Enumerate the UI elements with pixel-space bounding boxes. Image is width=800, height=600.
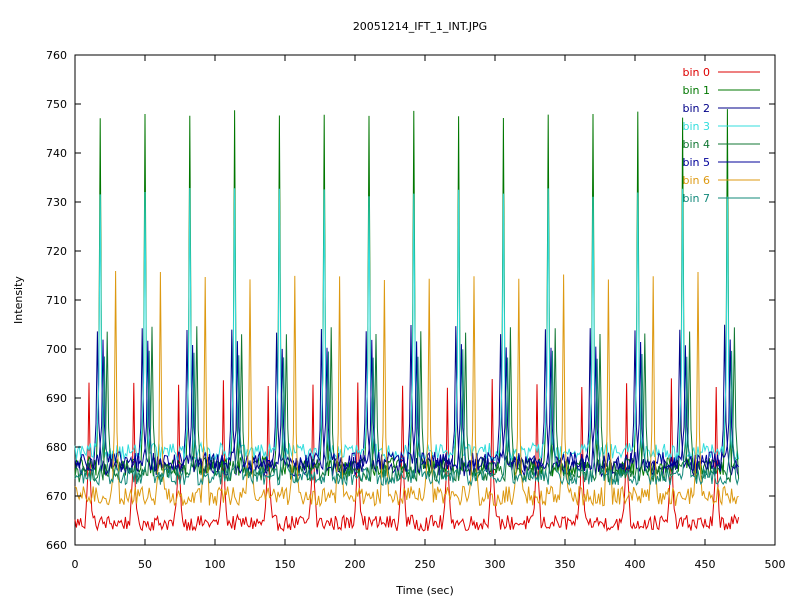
x-tick-label: 450 (695, 558, 716, 571)
legend-label: bin 5 (682, 156, 710, 169)
legend-label: bin 2 (682, 102, 710, 115)
legend-label: bin 1 (682, 84, 710, 97)
x-tick-label: 50 (138, 558, 152, 571)
y-tick-label: 700 (46, 343, 67, 356)
y-tick-label: 740 (46, 147, 67, 160)
series-line-bin-0 (74, 378, 740, 532)
series-line-bin-3 (74, 187, 740, 462)
y-tick-label: 750 (46, 98, 67, 111)
y-tick-label: 670 (46, 490, 67, 503)
legend-label: bin 0 (682, 66, 710, 79)
x-tick-label: 0 (72, 558, 79, 571)
x-tick-label: 500 (765, 558, 786, 571)
legend: bin 0 bin 1 bin 2 bin 3 bin 4 bin 5 bin 6 bin 7 (682, 66, 760, 205)
x-tick-label: 350 (555, 558, 576, 571)
legend-label: bin 4 (682, 138, 710, 151)
x-tick-label: 250 (415, 558, 436, 571)
y-axis-label: Intensity (12, 276, 25, 324)
series-line-bin-5 (74, 339, 739, 473)
y-tick-label: 710 (46, 294, 67, 307)
y-tick-label: 760 (46, 49, 67, 62)
series-line-bin-7 (74, 349, 740, 487)
legend-label: bin 3 (682, 120, 710, 133)
y-tick-label: 720 (46, 245, 67, 258)
x-tick-label: 200 (345, 558, 366, 571)
y-tick-label: 690 (46, 392, 67, 405)
ticks-layer: 0 50 100 150 200 250 300 350 400 450 500 660 670 680 6… (46, 49, 786, 571)
chart-title: 20051214_IFT_1_INT.JPG (353, 20, 487, 33)
x-axis-label: Time (sec) (395, 584, 454, 597)
x-tick-label: 300 (485, 558, 506, 571)
x-tick-label: 100 (205, 558, 226, 571)
legend-label: bin 6 (682, 174, 710, 187)
y-tick-label: 680 (46, 441, 67, 454)
y-tick-label: 730 (46, 196, 67, 209)
y-tick-label: 660 (46, 539, 67, 552)
series-line-bin-6 (74, 270, 739, 508)
series-layer (74, 109, 740, 532)
legend-label: bin 7 (682, 192, 710, 205)
x-tick-label: 400 (625, 558, 646, 571)
x-tick-label: 150 (275, 558, 296, 571)
